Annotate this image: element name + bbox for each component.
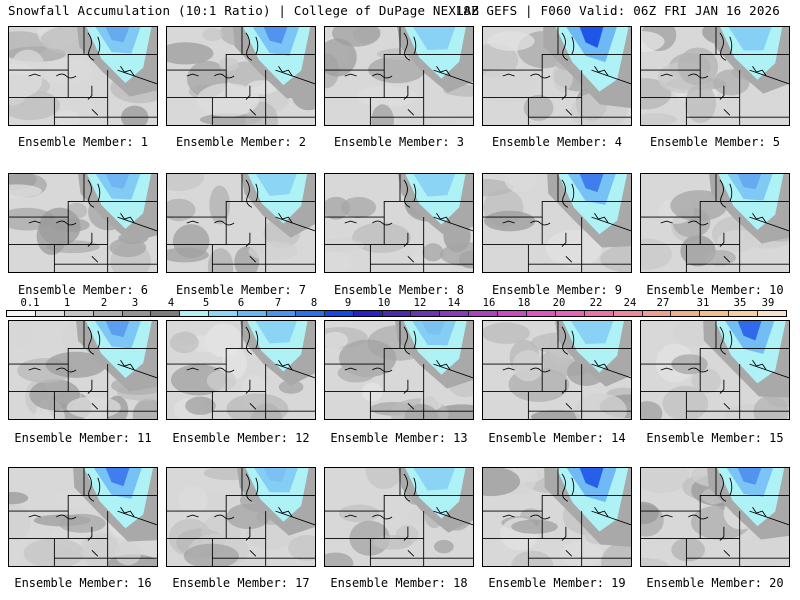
color-scale-swatch [729, 311, 759, 316]
ensemble-map-panel [8, 320, 158, 420]
color-scale-tick-label: 6 [237, 297, 245, 309]
ensemble-member-label: Ensemble Member: 19 [488, 576, 626, 590]
color-scale-tick-label: 1 [63, 297, 71, 309]
ensemble-map-panel [8, 26, 158, 126]
ensemble-map-panel [8, 467, 158, 567]
ensemble-member-label: Ensemble Member: 10 [646, 283, 784, 297]
ensemble-member-label: Ensemble Member: 1 [17, 135, 149, 149]
color-scale-swatch [35, 311, 65, 316]
color-scale-swatch [498, 311, 528, 316]
color-scale-swatch [613, 311, 643, 316]
color-scale-tick-label: 39 [761, 297, 775, 309]
ensemble-member-label: Ensemble Member: 18 [330, 576, 468, 590]
color-scale-tick-label: 18 [517, 297, 531, 309]
color-scale-tick-label: 0.1 [20, 297, 40, 309]
ensemble-member-label: Ensemble Member: 5 [649, 135, 781, 149]
ensemble-map-panel [482, 26, 632, 126]
color-scale-swatch [93, 311, 123, 316]
ensemble-member-label: Ensemble Member: 20 [646, 576, 784, 590]
color-scale-tick-label: 10 [377, 297, 391, 309]
ensemble-map-panel [482, 320, 632, 420]
color-scale-swatch [267, 311, 296, 316]
color-scale-tick-label: 22 [589, 297, 603, 309]
color-scale-tick-label: 24 [623, 297, 637, 309]
ensemble-map-panel [640, 320, 790, 420]
map-title: Snowfall Accumulation (10:1 Ratio) | Col… [8, 3, 480, 18]
color-scale-tick-label: 35 [733, 297, 747, 309]
color-scale-swatch [324, 311, 354, 316]
ensemble-member-label: Ensemble Member: 8 [333, 283, 465, 297]
color-scale-tick-label: 9 [344, 297, 352, 309]
ensemble-map-panel [166, 173, 316, 273]
color-scale-swatch [382, 311, 412, 316]
ensemble-member-label: Ensemble Member: 4 [491, 135, 623, 149]
ensemble-map-panel [324, 173, 474, 273]
ensemble-map-panel [482, 467, 632, 567]
color-scale-tick-label: 7 [274, 297, 282, 309]
color-scale-tick-label: 12 [413, 297, 427, 309]
ensemble-map-panel [640, 467, 790, 567]
color-scale-tick-label: 3 [131, 297, 139, 309]
color-scale-swatch [353, 311, 383, 316]
color-scale-tick-label: 2 [100, 297, 108, 309]
ensemble-map-panel [166, 467, 316, 567]
ensemble-member-label: Ensemble Member: 14 [488, 431, 626, 445]
color-scale-tick-label: 16 [482, 297, 496, 309]
ensemble-map-panel [640, 26, 790, 126]
color-scale-swatch [527, 311, 556, 316]
snowfall-color-scale [6, 310, 787, 317]
ensemble-member-label: Ensemble Member: 2 [175, 135, 307, 149]
ensemble-member-label: Ensemble Member: 17 [172, 576, 310, 590]
color-scale-swatch [469, 311, 499, 316]
color-scale-swatch [440, 311, 470, 316]
color-scale-tick-label: 14 [447, 297, 461, 309]
ensemble-map-panel [324, 26, 474, 126]
color-scale-swatch [700, 311, 730, 316]
color-scale-swatch [295, 311, 325, 316]
ensemble-member-label: Ensemble Member: 13 [330, 431, 468, 445]
ensemble-map-panel [8, 173, 158, 273]
color-scale-tick-label: 4 [167, 297, 175, 309]
color-scale-swatch [180, 311, 210, 316]
color-scale-swatch [758, 311, 787, 316]
ensemble-member-label: Ensemble Member: 12 [172, 431, 310, 445]
ensemble-map-panel [324, 467, 474, 567]
ensemble-member-label: Ensemble Member: 16 [14, 576, 152, 590]
ensemble-member-label: Ensemble Member: 11 [14, 431, 152, 445]
color-scale-swatch [7, 311, 36, 316]
run-info: 18Z GEFS | F060 Valid: 06Z FRI JAN 16 20… [455, 3, 780, 18]
color-scale-swatch [122, 311, 152, 316]
color-scale-swatch [151, 311, 181, 316]
ensemble-map-panel [640, 173, 790, 273]
ensemble-member-label: Ensemble Member: 7 [175, 283, 307, 297]
ensemble-member-label: Ensemble Member: 3 [333, 135, 465, 149]
color-scale-tick-label: 20 [552, 297, 566, 309]
color-scale-swatch [642, 311, 672, 316]
color-scale-tick-label: 27 [656, 297, 670, 309]
ensemble-map-panel [166, 26, 316, 126]
ensemble-map-panel [482, 173, 632, 273]
color-scale-swatch [671, 311, 701, 316]
color-scale-swatch [64, 311, 94, 316]
color-scale-swatch [209, 311, 239, 316]
ensemble-map-panel [166, 320, 316, 420]
color-scale-swatch [411, 311, 441, 316]
color-scale-swatch [555, 311, 585, 316]
ensemble-member-label: Ensemble Member: 15 [646, 431, 784, 445]
color-scale-tick-label: 31 [696, 297, 710, 309]
color-scale-swatch [238, 311, 268, 316]
ensemble-map-panel [324, 320, 474, 420]
color-scale-swatch [584, 311, 614, 316]
color-scale-tick-label: 5 [202, 297, 210, 309]
ensemble-member-label: Ensemble Member: 9 [491, 283, 623, 297]
ensemble-member-label: Ensemble Member: 6 [17, 283, 149, 297]
color-scale-tick-label: 8 [310, 297, 318, 309]
